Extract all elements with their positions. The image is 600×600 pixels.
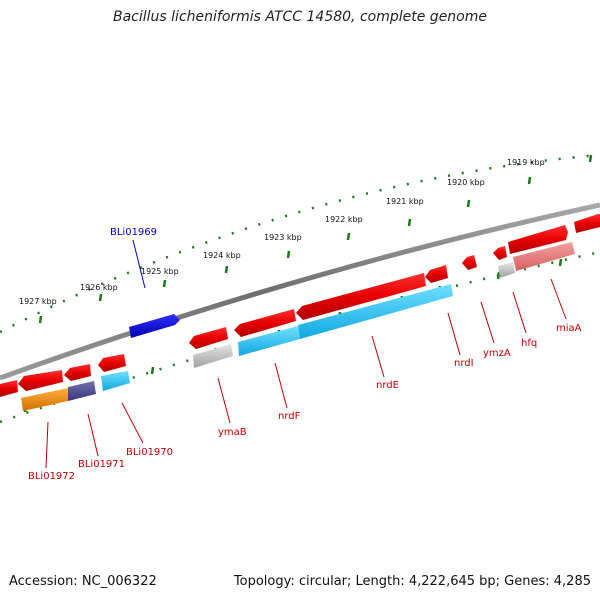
gene-forward-1[interactable]	[508, 225, 568, 254]
label-BLi01969[interactable]: BLi01969	[110, 227, 157, 238]
label-nrdE[interactable]: nrdE	[376, 380, 399, 391]
label-BLi01970[interactable]: BLi01970	[126, 447, 173, 458]
kbp-label-1919: 1919 kbp	[507, 158, 545, 167]
gene-reverse-3[interactable]	[64, 364, 91, 381]
gene-reverse-1[interactable]	[0, 380, 18, 397]
gene-BLi01972[interactable]	[21, 388, 68, 411]
label-BLi01972[interactable]: BLi01972	[28, 471, 75, 482]
gene-reverse-4[interactable]	[98, 354, 126, 372]
gene-hfq[interactable]	[498, 262, 515, 278]
label-nrdI[interactable]: nrdI	[454, 358, 474, 369]
label-ymzA[interactable]: ymzA	[483, 348, 511, 359]
accession-text: Accession: NC_006322	[9, 574, 157, 589]
gene-nrdE[interactable]	[298, 284, 453, 339]
gene-BLi01969[interactable]	[129, 314, 180, 338]
gene-BLi01970[interactable]	[101, 371, 130, 391]
gene-reverse-10[interactable]	[493, 246, 507, 260]
kbp-label-1927: 1927 kbp	[19, 297, 57, 306]
kbp-label-1923: 1923 kbp	[264, 233, 302, 242]
label-BLi01971[interactable]: BLi01971	[78, 459, 125, 470]
gene-forward-2[interactable]	[574, 214, 600, 233]
gene-reverse-2[interactable]	[18, 370, 63, 391]
gene-reverse-6[interactable]	[234, 309, 296, 337]
genome-backbone	[0, 202, 600, 381]
label-hfq[interactable]: hfq	[521, 338, 537, 349]
gene-BLi01971[interactable]	[68, 381, 96, 401]
gene-reverse-8[interactable]	[425, 265, 448, 283]
kbp-label-1924: 1924 kbp	[203, 251, 241, 260]
outer-tick-ring	[0, 153, 600, 334]
gene-reverse-5[interactable]	[189, 327, 228, 349]
kbp-label-1922: 1922 kbp	[325, 215, 363, 224]
gene-reverse-7[interactable]	[296, 273, 426, 320]
kbp-label-1921: 1921 kbp	[386, 197, 424, 206]
gene-leader-lines	[45, 239, 567, 469]
kbp-label-1920: 1920 kbp	[447, 178, 485, 187]
gene-nrdF[interactable]	[238, 326, 300, 356]
kbp-label-1925: 1925 kbp	[141, 267, 179, 276]
kbp-label-1926: 1926 kbp	[80, 283, 118, 292]
label-miaA[interactable]: miaA	[556, 323, 582, 334]
label-nrdF[interactable]: nrdF	[278, 411, 301, 422]
gene-miaA[interactable]	[513, 242, 575, 271]
gene-ymaB[interactable]	[193, 344, 233, 368]
gene-reverse-9[interactable]	[462, 255, 477, 270]
map-title: Bacillus licheniformis ATCC 14580, compl…	[113, 9, 487, 25]
genome-summary-text: Topology: circular; Length: 4,222,645 bp…	[233, 574, 591, 589]
label-ymaB[interactable]: ymaB	[218, 427, 247, 438]
outer-major-ticks	[38, 154, 593, 324]
